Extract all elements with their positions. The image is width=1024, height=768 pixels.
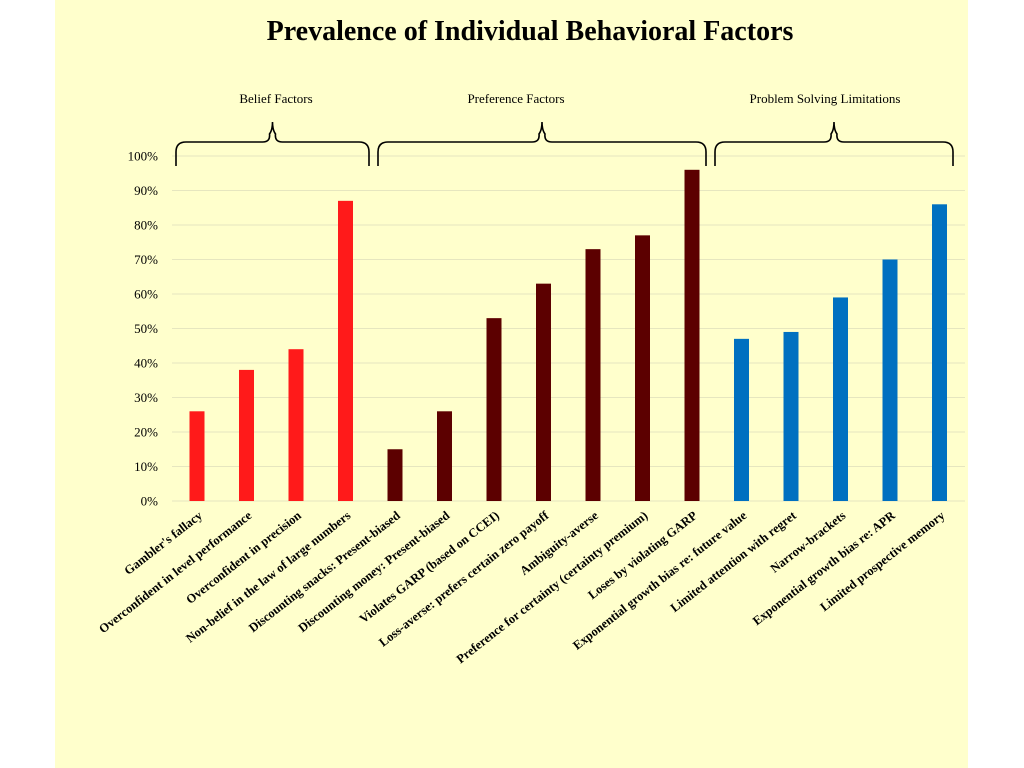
chart-background bbox=[55, 0, 968, 768]
bar bbox=[189, 411, 205, 501]
y-tick-label: 20% bbox=[134, 425, 158, 440]
y-tick-label: 10% bbox=[134, 459, 158, 474]
bar bbox=[684, 169, 700, 502]
bar bbox=[486, 318, 502, 501]
y-tick-label: 60% bbox=[134, 287, 158, 302]
y-tick-label: 90% bbox=[134, 183, 158, 198]
group-brace bbox=[377, 121, 707, 166]
y-tick-label: 70% bbox=[134, 252, 158, 267]
bar bbox=[882, 259, 898, 501]
chart-title: Prevalence of Individual Behavioral Fact… bbox=[267, 16, 794, 47]
group-brace bbox=[714, 121, 954, 166]
y-tick-label: 50% bbox=[134, 321, 158, 336]
group-brace bbox=[175, 121, 370, 166]
bars bbox=[189, 169, 947, 502]
gridlines bbox=[172, 155, 965, 502]
bar bbox=[536, 283, 551, 501]
bar bbox=[783, 331, 799, 501]
bar bbox=[932, 204, 947, 502]
group-label: Belief Factors bbox=[239, 91, 312, 106]
group-labels: Belief Factors Preference Factors Problem … bbox=[239, 91, 900, 106]
y-tick-label: 0% bbox=[141, 494, 159, 509]
bar bbox=[734, 338, 749, 501]
bar bbox=[585, 249, 601, 501]
y-tick-label: 30% bbox=[134, 390, 158, 405]
bar bbox=[288, 349, 304, 501]
bar bbox=[338, 200, 353, 501]
bar bbox=[387, 449, 403, 501]
y-axis-ticks: 0% 10% 20% 30% 40% 50% 60% 70% 80% 90% 100% bbox=[128, 149, 159, 509]
group-braces bbox=[175, 121, 954, 166]
bar bbox=[635, 235, 650, 501]
bar bbox=[833, 297, 848, 501]
y-tick-label: 100% bbox=[128, 149, 159, 164]
group-label: Problem Solving Limitations bbox=[750, 91, 901, 106]
y-tick-label: 80% bbox=[134, 218, 158, 233]
bar bbox=[437, 411, 452, 501]
y-tick-label: 40% bbox=[134, 356, 158, 371]
group-label: Preference Factors bbox=[467, 91, 564, 106]
bar bbox=[239, 369, 254, 501]
x-tick-label: Exponential growth bias re: future value bbox=[570, 508, 749, 652]
